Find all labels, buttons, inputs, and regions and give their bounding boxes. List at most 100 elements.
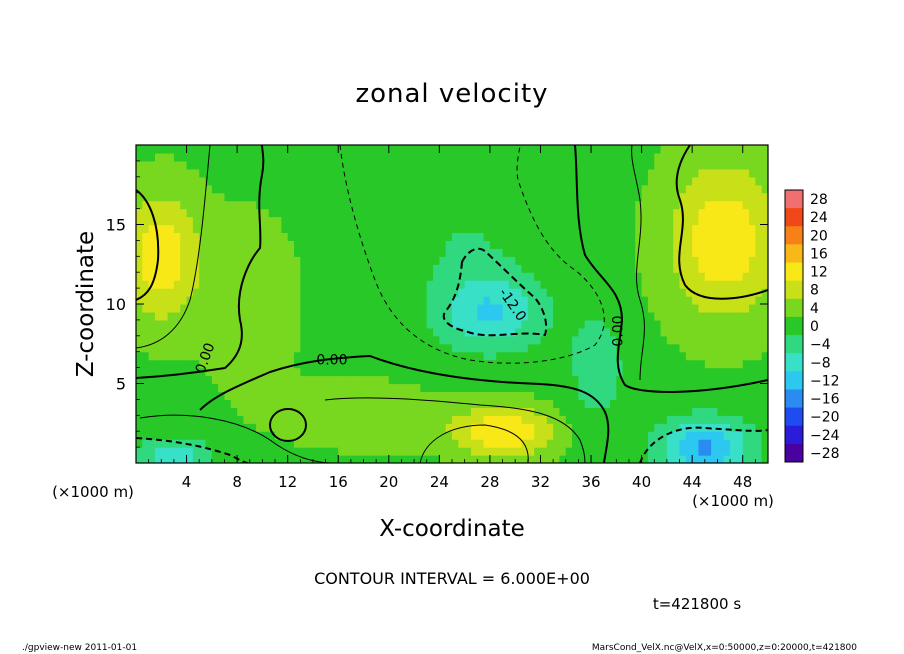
heatmap-cell [395, 224, 403, 234]
heatmap-cell [414, 439, 421, 448]
heatmap-cell [243, 280, 251, 289]
heatmap-cell [281, 216, 289, 226]
heatmap-cell [154, 423, 162, 432]
heatmap-cell [508, 168, 516, 178]
heatmap-cell [591, 248, 598, 257]
heatmap-cell [395, 359, 403, 369]
heatmap-cell [692, 375, 700, 385]
heatmap-cell [363, 160, 371, 170]
colorbar-label: −20 [810, 410, 840, 426]
heatmap-cell [527, 224, 535, 234]
heatmap-cell [654, 359, 662, 369]
heatmap-cell [641, 343, 649, 353]
heatmap-cell [616, 145, 624, 154]
heatmap-cell [635, 200, 643, 210]
heatmap-cell [363, 455, 371, 463]
heatmap-cell [761, 232, 768, 241]
heatmap-cell [679, 359, 687, 369]
heatmap-cell [502, 272, 510, 281]
heatmap-cell [167, 431, 175, 440]
heatmap-cell [331, 296, 339, 305]
heatmap-cell [350, 145, 358, 154]
heatmap-cell [527, 240, 535, 249]
heatmap-cell [755, 319, 763, 329]
heatmap-cell [489, 399, 497, 408]
heatmap-cell [205, 359, 213, 369]
heatmap-cell [483, 343, 491, 353]
heatmap-cell [344, 327, 352, 337]
heatmap-cell [717, 184, 725, 194]
heatmap-cell [685, 248, 693, 257]
heatmap-cell [692, 280, 700, 289]
heatmap-cell [647, 343, 655, 353]
heatmap-cell [685, 447, 693, 456]
heatmap-cell [344, 455, 352, 463]
heatmap-cell [433, 184, 440, 194]
heatmap-cell [464, 200, 472, 210]
heatmap-cell [565, 240, 573, 249]
heatmap-cell [142, 224, 150, 234]
heatmap-cell [679, 415, 687, 424]
heatmap-cell [268, 407, 276, 416]
heatmap-cell [142, 264, 150, 273]
heatmap-cell [489, 232, 497, 241]
heatmap-cell [679, 264, 687, 273]
heatmap-cell [553, 272, 561, 281]
heatmap-cell [458, 431, 466, 440]
heatmap-cell [445, 391, 453, 400]
heatmap-cell [224, 447, 232, 456]
heatmap-cell [287, 431, 295, 440]
heatmap-cell [388, 415, 396, 424]
heatmap-cell [287, 288, 295, 297]
heatmap-cell [515, 319, 523, 329]
heatmap-cell [192, 192, 200, 202]
heatmap-cell [527, 192, 535, 202]
heatmap-cell [477, 455, 485, 463]
heatmap-cell [717, 367, 725, 377]
heatmap-cell [723, 152, 731, 162]
heatmap-cell [344, 272, 352, 281]
heatmap-cell [711, 407, 719, 416]
heatmap-cell [180, 256, 188, 265]
heatmap-cell [452, 272, 459, 281]
colorbar-label: 4 [810, 301, 819, 317]
heatmap-cell [344, 304, 352, 313]
heatmap-cell [426, 200, 434, 210]
heatmap-cell [439, 160, 447, 170]
heatmap-cell [243, 415, 251, 424]
heatmap-cell [256, 280, 263, 289]
heatmap-cell [749, 455, 756, 463]
heatmap-cell [186, 399, 194, 408]
heatmap-cell [597, 335, 605, 345]
heatmap-cell [635, 304, 643, 313]
heatmap-cell [749, 152, 756, 162]
heatmap-cell [742, 375, 750, 385]
heatmap-cell [211, 208, 219, 218]
heatmap-cell [755, 391, 763, 400]
heatmap-cell [452, 415, 459, 424]
heatmap-cell [433, 319, 440, 329]
heatmap-cell [717, 208, 725, 218]
heatmap-cell [591, 168, 598, 178]
heatmap-cell [369, 359, 377, 369]
heatmap-cell [527, 280, 535, 289]
heatmap-cell [508, 399, 516, 408]
heatmap-cell [666, 415, 674, 424]
heatmap-cell [268, 184, 276, 194]
heatmap-cell [603, 232, 611, 241]
heatmap-cell [483, 288, 491, 297]
heatmap-cell [527, 296, 535, 305]
heatmap-cell [749, 184, 756, 194]
heatmap-cell [186, 216, 194, 226]
heatmap-cell [249, 256, 257, 265]
heatmap-cell [553, 375, 561, 385]
heatmap-cell [192, 399, 200, 408]
heatmap-cell [142, 176, 150, 186]
heatmap-cell [496, 399, 504, 408]
heatmap-cell [136, 375, 143, 385]
contour-lines [136, 145, 768, 463]
heatmap-cell [414, 407, 421, 416]
heatmap-cell [546, 264, 554, 273]
heatmap-cell [382, 296, 390, 305]
heatmap-cell [300, 415, 308, 424]
